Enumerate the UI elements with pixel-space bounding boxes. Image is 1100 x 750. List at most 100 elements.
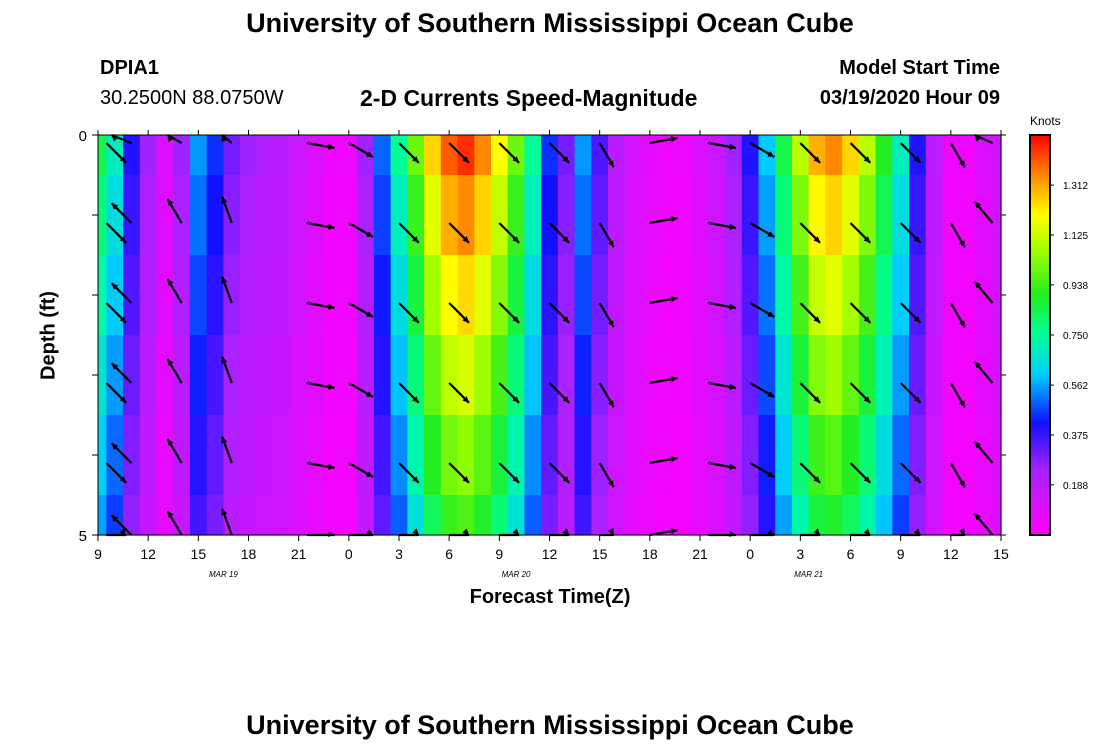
heatmap-cell	[825, 335, 843, 416]
heatmap-cell	[273, 415, 291, 496]
heatmap-cell	[273, 495, 291, 536]
date-label: MAR 20	[502, 570, 531, 579]
x-tick-label: 21	[692, 546, 708, 562]
current-arrow	[498, 222, 520, 244]
heatmap-cell	[106, 495, 124, 536]
heatmap-cell	[608, 135, 626, 176]
heatmap-cell	[407, 175, 425, 256]
heatmap-cell	[490, 415, 509, 496]
heatmap-cell	[975, 495, 994, 536]
heatmap-cell	[223, 335, 241, 416]
current-arrow	[166, 438, 183, 464]
current-arrow	[799, 302, 821, 324]
current-arrow	[498, 382, 520, 404]
colorbar-unit-label: Knots	[1030, 114, 1061, 128]
heatmap-cell	[206, 495, 225, 536]
heatmap-cell	[658, 255, 676, 336]
heatmap-cell	[173, 335, 191, 416]
heatmap-cell	[307, 335, 325, 416]
heatmap-cell	[223, 175, 241, 256]
current-arrow	[221, 508, 233, 536]
current-arrow	[221, 356, 233, 384]
heatmap-cell	[641, 175, 659, 256]
x-tick-label: 6	[847, 546, 855, 562]
heatmap-cell	[189, 415, 208, 496]
heatmap-cell	[206, 335, 225, 416]
x-axis-label: Forecast Time(Z)	[469, 586, 631, 608]
heatmap-cell	[992, 495, 1002, 536]
heatmap-cell	[925, 415, 944, 496]
heatmap-cell	[959, 335, 977, 416]
heatmap-cell	[825, 415, 843, 496]
heatmap-cell	[624, 495, 643, 536]
current-arrow	[306, 221, 335, 230]
colorbar-tick-label: 0.938	[1063, 281, 1088, 292]
current-arrow	[899, 462, 922, 484]
current-arrow	[105, 302, 127, 324]
heatmap-cell	[440, 135, 459, 176]
current-arrow	[548, 302, 571, 324]
heatmap-cell	[975, 335, 994, 416]
heatmap-cell	[557, 255, 576, 336]
heatmap-cell	[858, 135, 877, 176]
date-label: MAR 19	[209, 570, 238, 579]
current-arrow	[498, 302, 520, 324]
current-arrow	[949, 142, 966, 168]
heatmap-cell	[273, 255, 291, 336]
heatmap-cell	[758, 495, 776, 536]
heatmap-cell	[474, 415, 492, 496]
heatmap-cell	[390, 335, 408, 416]
heatmap-cell	[574, 135, 592, 176]
heatmap-cell	[98, 255, 107, 336]
heatmap-cell	[892, 335, 910, 416]
heatmap-cell	[691, 175, 709, 256]
current-arrow	[973, 280, 994, 304]
heatmap-cell	[490, 175, 509, 256]
current-arrow	[899, 302, 922, 324]
heatmap-cell	[290, 495, 308, 536]
heatmap-cell	[691, 415, 709, 496]
heatmap-cell	[457, 335, 475, 416]
current-arrow	[110, 442, 133, 464]
heatmap-cell	[875, 255, 893, 336]
x-tick-label: 12	[140, 546, 156, 562]
heatmap-cell	[98, 175, 107, 256]
current-arrow	[306, 461, 335, 470]
heatmap-cell	[624, 255, 643, 336]
heatmap-cell	[674, 175, 693, 256]
heatmap-cell	[775, 255, 793, 336]
heatmap-cell	[741, 255, 760, 336]
current-arrow	[949, 222, 966, 248]
heatmap-cell	[875, 415, 893, 496]
current-arrow	[708, 381, 737, 390]
current-arrow	[649, 216, 678, 225]
heatmap-cell	[189, 335, 208, 416]
heatmap-cell	[106, 175, 124, 256]
heatmap-cell	[791, 135, 810, 176]
heatmap-cell	[808, 335, 827, 416]
heatmap-cell	[842, 415, 860, 496]
heatmap-cell	[909, 135, 927, 176]
heatmap-cell	[942, 255, 960, 336]
x-tick-label: 12	[943, 546, 959, 562]
current-arrow	[649, 136, 678, 145]
heatmap-cell	[842, 335, 860, 416]
current-arrow	[849, 142, 872, 164]
heatmap-cell	[758, 335, 776, 416]
station-location: 30.2500N 88.0750W	[100, 87, 284, 109]
heatmap-cell	[424, 335, 442, 416]
heatmap-cell	[206, 255, 225, 336]
heatmap-cell	[323, 135, 342, 176]
heatmap-cell	[557, 335, 576, 416]
x-tick-label: 18	[642, 546, 658, 562]
current-arrow	[548, 382, 571, 404]
heatmap-cell	[357, 415, 375, 496]
heatmap-cell	[440, 495, 459, 536]
heatmap-cell	[457, 135, 475, 176]
heatmap-cell	[875, 495, 893, 536]
heatmap-cell	[323, 495, 342, 536]
heatmap-cell	[189, 495, 208, 536]
y-tick-label: 5	[79, 528, 87, 545]
heatmap-cell	[474, 335, 492, 416]
